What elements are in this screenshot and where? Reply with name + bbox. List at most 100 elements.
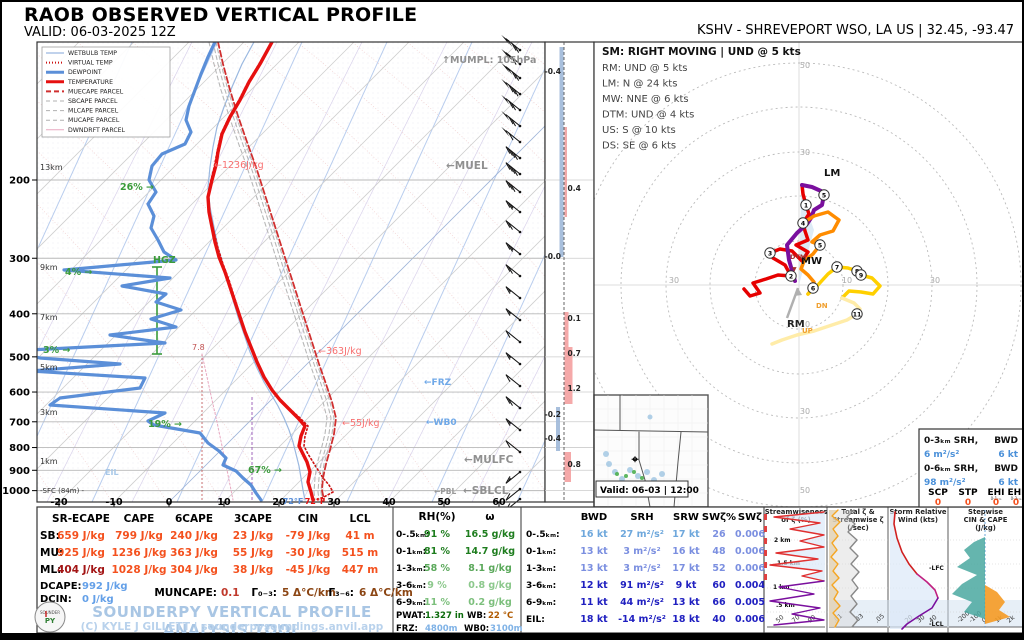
barb-half [508,477,511,482]
thermo-value: -45 J/kg [286,564,331,576]
plot-inner-label: 2 km [774,537,791,544]
kinematics-value: 11 kt [580,597,608,608]
composite-right: 6 kt [998,478,1018,488]
hodo-km-marker [818,189,830,201]
rh-value: 9 % [427,580,447,591]
composite-box: 0-3ₖₘ SRH, BWD 6 m²/s² 6 kt 0-6ₖₘ SRH, BWD 98 … [918,428,1022,508]
streamwise-colorbar [764,538,767,544]
skewt-annotation: ←SBLCL [463,485,509,497]
barb-feather [508,84,514,93]
pressure-tick-label: 800 [9,443,30,454]
plot-tick-label: 40 [928,614,939,625]
height-label: 1km [40,457,58,466]
skewt-annotation: ←WB0 [426,418,457,428]
plot-title: (/sec) [847,524,868,532]
height-label: 13km [40,163,63,172]
kinematics-value: -14 m²/s² [618,614,666,625]
barb-staff [505,180,521,193]
srwind-curve-low [893,511,918,575]
mixing-ratio-line [261,42,473,502]
barb-half [508,354,511,359]
storm-motion-title: SM: RIGHT MOVING | UND @ 5 kts [602,46,801,58]
skewt-annotation: 19% → [148,419,182,430]
temp-tick-label: 20 [272,497,286,508]
temp-tick-label: 10 [217,497,231,508]
skewt-annotation: ←1236J/kg [214,160,264,171]
radar-echo [606,461,612,467]
thermo-value: 447 m [342,564,379,576]
gamma-value: 5 Δ°C/km [282,587,336,599]
kinematics-value: 26 [712,529,726,540]
thermo-value: 799 J/kg [115,530,163,542]
thermo-value: -79 J/kg [286,530,331,542]
mixr-value: 14.7 g/kg [465,546,515,557]
hodo-km-marker-label: 5 [822,192,826,199]
plot-title: Streamwiseness [765,508,828,516]
rh-row-label: 0-1ₖₘ: [396,547,426,557]
hodo-km-marker-label: 11 [853,311,862,318]
barb-staff [505,162,521,175]
skewt-annotation: ↑MUMPL: 105hPa [442,55,536,66]
rh-value: 91 % [424,529,451,540]
plot-title: Wind (kts) [898,516,938,524]
plot-title: Streamwise ζ [832,516,883,524]
gamma-value: 6 Δ°C/km [359,587,413,599]
height-label: 3km [40,408,58,417]
muecape-parcel-curve [217,42,337,501]
radar-echo [659,471,665,477]
storm-motion-line: US: S @ 10 kts [602,125,676,136]
barb-feather [513,168,518,176]
omega-value: 0.8 [568,460,581,469]
barb-pennant [501,78,510,89]
barb-feather [510,150,516,158]
skewt-annotation: 7.8 [192,343,205,352]
barb-feather [505,493,511,501]
radar-echo [644,469,650,475]
mixing-ratio-line [91,42,303,502]
streamwise-colorbar [764,526,767,532]
valid-datetime: VALID: 06-03-2025 12Z [24,25,176,40]
isotherm [2,42,24,502]
omega-value: -0.4 [545,67,561,76]
hodo-label: MW [801,256,822,267]
mixing-ratio-line [346,67,545,502]
isotherm [223,180,545,502]
stepwise-cape-area [985,585,1010,624]
plot-title: Total ζ & [841,508,874,516]
isotherm [37,42,355,360]
kinematics-value: 0.004 [735,580,765,591]
thermo-value: 304 J/kg [170,564,218,576]
height-label: -SFC (84m) - [40,487,85,495]
barb-feather [513,152,518,160]
kinematics-value: 3 m²/s² [623,563,660,574]
composite-left: 98 m²/s² [924,478,966,488]
composite-right: 6 kt [998,450,1018,460]
plot-tick-label: 2k [1006,614,1017,625]
thermo-value: -30 J/kg [286,547,331,559]
barb-staff [505,488,521,501]
radar-echo [627,467,633,473]
mixr-value: 0.8 g/kg [468,580,512,591]
kinematics-value: 0.006 [735,529,765,540]
plot-inner-label: .5 km [776,602,795,609]
streamwiseness-curve-red [769,511,825,582]
barb-staff [505,471,521,484]
map-valid-box [595,480,689,498]
mlcape-parcel-curve [208,42,328,501]
hodo-km-marker-label: 7 [835,264,839,271]
temp-tick-label: 50 [437,497,451,508]
kinematics-value: 13 kt [580,563,608,574]
barb-feather [508,164,513,172]
rh-header: RH(%) [419,511,456,523]
kinematics-value: 13 kt [672,597,700,608]
barb-feather [505,418,511,426]
sbcape-parcel-curve [212,42,332,501]
plot-title: Storm Relative [890,508,947,516]
isotherm [333,290,545,502]
kinematics-row-label: 0-.5ₖₘ: [526,530,560,540]
dwndrft-parcel-curve [201,353,234,501]
barb-staff [505,130,521,143]
barb-feather [505,162,511,170]
